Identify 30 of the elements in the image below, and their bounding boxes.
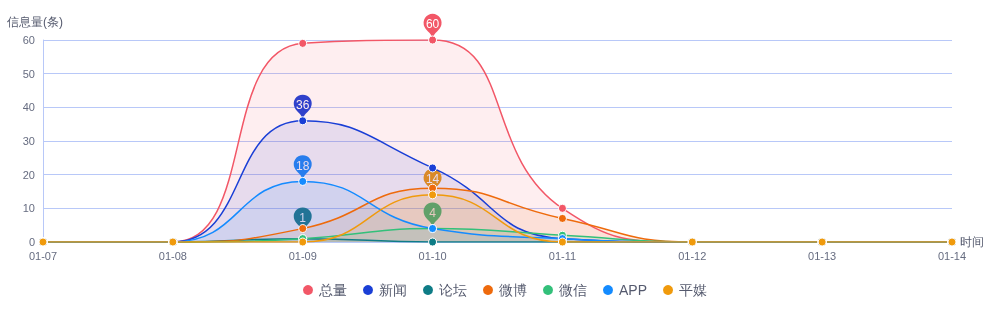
data-label: 36: [296, 98, 310, 113]
x-tick-label: 01-09: [288, 249, 317, 262]
x-tick-label: 01-08: [158, 249, 187, 262]
legend-label: APP: [618, 282, 648, 298]
legend-label: 微信: [558, 282, 587, 298]
data-label: 14: [425, 172, 440, 187]
y-tick-label: 30: [22, 135, 35, 147]
y-axis-title: 信息量(条): [7, 15, 63, 29]
data-label: 18: [296, 158, 310, 173]
y-tick-label: 40: [22, 101, 35, 114]
y-tick-label: 50: [22, 67, 35, 80]
x-axis-title: 时间: [960, 235, 984, 249]
data-label: 1: [299, 210, 307, 225]
legend-label: 平媒: [679, 282, 708, 298]
y-tick-label: 10: [22, 202, 35, 215]
y-tick-label: 60: [22, 34, 35, 46]
x-tick-label: 01-13: [808, 249, 837, 262]
x-tick-label: 01-11: [548, 249, 577, 262]
x-tick-label: 01-10: [418, 249, 447, 262]
legend-label: 微博: [498, 282, 527, 298]
data-label: 4: [429, 205, 437, 220]
x-tick-label: 01-07: [28, 249, 58, 262]
legend-label: 总量: [317, 282, 347, 298]
data-label: 60: [425, 17, 440, 32]
y-tick-label: 20: [22, 168, 35, 181]
x-tick-label: 01-12: [678, 249, 707, 262]
y-tick-label: 0: [28, 236, 35, 248]
legend-label: 论坛: [438, 282, 467, 298]
legend-label: 新闻: [378, 282, 407, 298]
x-tick-label: 01-14: [937, 249, 967, 262]
